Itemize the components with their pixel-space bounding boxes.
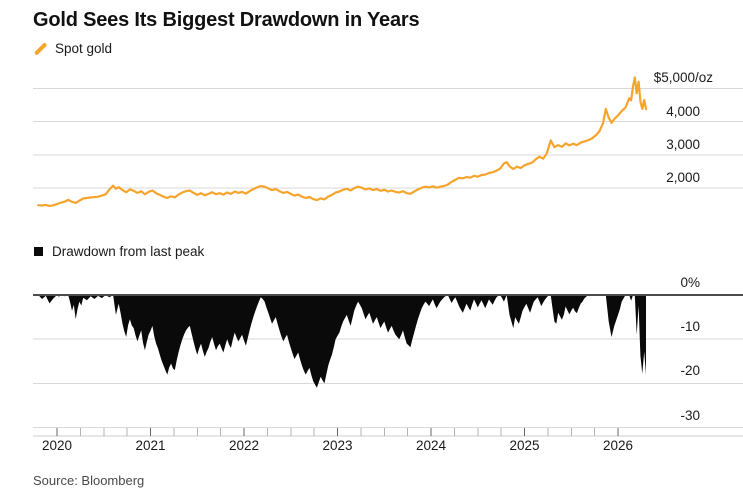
chart-title: Gold Sees Its Biggest Drawdown in Years xyxy=(33,9,420,31)
legend-drawdown-label: Drawdown from last peak xyxy=(52,244,205,259)
year-label: 2023 xyxy=(322,438,353,453)
gold-ytick-label: $5,000/oz xyxy=(653,70,713,86)
gold-ytick-label: 2,000 xyxy=(666,170,700,185)
spot-gold-line-series xyxy=(37,76,648,207)
year-label: 2026 xyxy=(602,438,634,453)
year-label: 2020 xyxy=(41,438,73,453)
drawdown-ytick-label: -10 xyxy=(680,319,700,335)
square-icon xyxy=(34,247,43,256)
year-label: 2022 xyxy=(228,438,260,453)
gold-ytick-label: 3,000 xyxy=(666,136,700,152)
drawdown-ytick-label: 0% xyxy=(680,275,700,290)
drawdown-area-series xyxy=(38,295,647,388)
drawdown-ytick-label: -30 xyxy=(680,407,700,423)
year-label: 2025 xyxy=(509,438,540,453)
legend-spot-gold: Spot gold xyxy=(33,41,112,56)
legend-spot-gold-label: Spot gold xyxy=(55,41,113,56)
year-label: 2021 xyxy=(135,438,166,453)
legend-drawdown: Drawdown from last peak xyxy=(33,244,204,259)
drawdown-ytick-label: -20 xyxy=(680,363,700,379)
source-note: Source: Bloomberg xyxy=(33,473,145,488)
year-label: 2024 xyxy=(415,438,447,453)
gold-ytick-label: 4,000 xyxy=(666,103,700,119)
